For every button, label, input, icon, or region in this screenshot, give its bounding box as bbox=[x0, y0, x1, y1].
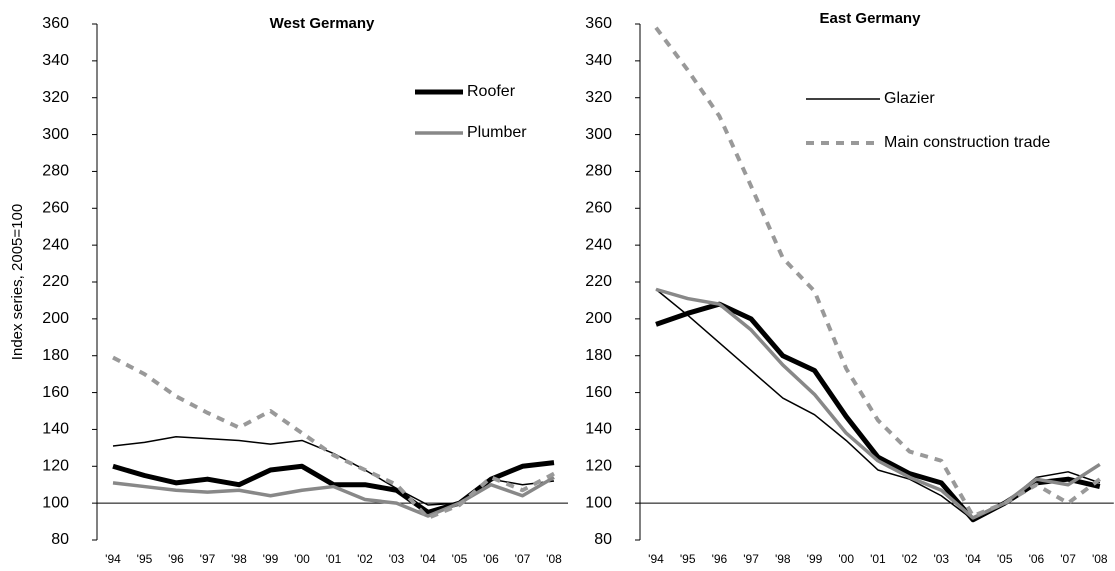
y-tick-label: 220 bbox=[42, 273, 69, 290]
y-tick-label: 240 bbox=[585, 236, 612, 253]
y-tick-label: 180 bbox=[42, 347, 69, 364]
x-tick-label: '05 bbox=[997, 552, 1013, 566]
y-tick-label: 280 bbox=[585, 163, 612, 180]
series-line bbox=[655, 301, 1101, 523]
x-tick-label: '01 bbox=[326, 552, 342, 566]
series-line bbox=[112, 475, 555, 518]
y-tick-label: 120 bbox=[42, 458, 69, 475]
y-tick-label: 260 bbox=[585, 200, 612, 217]
y-tick-label: 140 bbox=[42, 421, 69, 438]
y-tick-label: 280 bbox=[42, 163, 69, 180]
y-tick-label: 220 bbox=[585, 273, 612, 290]
x-tick-label: '94 bbox=[105, 552, 121, 566]
x-tick-label: '04 bbox=[965, 552, 981, 566]
x-tick-label: '95 bbox=[680, 552, 696, 566]
x-tick-label: '98 bbox=[775, 552, 791, 566]
x-tick-label: '99 bbox=[807, 552, 823, 566]
y-tick-label: 120 bbox=[585, 458, 612, 475]
y-tick-label: 200 bbox=[585, 310, 612, 327]
y-axis-label: Index series, 2005=100 bbox=[9, 204, 26, 360]
y-tick-label: 320 bbox=[42, 89, 69, 106]
x-tick-label: '08 bbox=[546, 552, 562, 566]
series-line bbox=[112, 355, 555, 520]
x-tick-label: '94 bbox=[648, 552, 664, 566]
legend-label: Roofer bbox=[467, 83, 516, 100]
y-tick-label: 100 bbox=[42, 494, 69, 511]
series-line bbox=[112, 436, 555, 506]
y-tick-label: 360 bbox=[585, 15, 612, 32]
x-tick-label: '06 bbox=[1029, 552, 1045, 566]
x-tick-label: '97 bbox=[200, 552, 216, 566]
series-line bbox=[655, 287, 1101, 520]
y-tick-label: 340 bbox=[42, 52, 69, 69]
x-tick-label: '00 bbox=[838, 552, 854, 566]
x-tick-label: '04 bbox=[420, 552, 436, 566]
x-tick-label: '95 bbox=[137, 552, 153, 566]
y-tick-label: 260 bbox=[42, 200, 69, 217]
x-tick-label: '05 bbox=[452, 552, 468, 566]
legend-label: Main construction trade bbox=[884, 134, 1050, 151]
y-tick-label: 140 bbox=[585, 421, 612, 438]
series-line bbox=[654, 26, 1102, 519]
y-tick-label: 300 bbox=[585, 126, 612, 143]
chart-title: East Germany bbox=[820, 10, 922, 27]
y-tick-label: 160 bbox=[42, 384, 69, 401]
y-tick-label: 180 bbox=[585, 347, 612, 364]
chart-title: West Germany bbox=[270, 15, 375, 32]
legend-label: Plumber bbox=[467, 124, 527, 141]
y-tick-label: 80 bbox=[594, 531, 612, 548]
y-tick-label: 100 bbox=[585, 494, 612, 511]
x-tick-label: '02 bbox=[357, 552, 373, 566]
x-tick-label: '00 bbox=[294, 552, 310, 566]
y-tick-label: 320 bbox=[585, 89, 612, 106]
y-tick-label: 200 bbox=[42, 310, 69, 327]
x-tick-label: '06 bbox=[483, 552, 499, 566]
x-tick-label: '96 bbox=[712, 552, 728, 566]
x-tick-label: '97 bbox=[743, 552, 759, 566]
y-tick-label: 80 bbox=[51, 531, 69, 548]
y-tick-label: 160 bbox=[585, 384, 612, 401]
x-tick-label: '01 bbox=[870, 552, 886, 566]
y-tick-label: 240 bbox=[42, 236, 69, 253]
y-tick-label: 300 bbox=[42, 126, 69, 143]
x-tick-label: '96 bbox=[168, 552, 184, 566]
x-tick-label: '98 bbox=[231, 552, 247, 566]
y-tick-label: 340 bbox=[585, 52, 612, 69]
legend-label: Glazier bbox=[884, 90, 935, 107]
x-tick-label: '03 bbox=[933, 552, 949, 566]
x-tick-label: '03 bbox=[389, 552, 405, 566]
x-tick-label: '02 bbox=[902, 552, 918, 566]
x-tick-label: '99 bbox=[263, 552, 279, 566]
x-tick-label: '07 bbox=[1060, 552, 1076, 566]
x-tick-label: '08 bbox=[1092, 552, 1108, 566]
x-tick-label: '07 bbox=[515, 552, 531, 566]
y-tick-label: 360 bbox=[42, 15, 69, 32]
